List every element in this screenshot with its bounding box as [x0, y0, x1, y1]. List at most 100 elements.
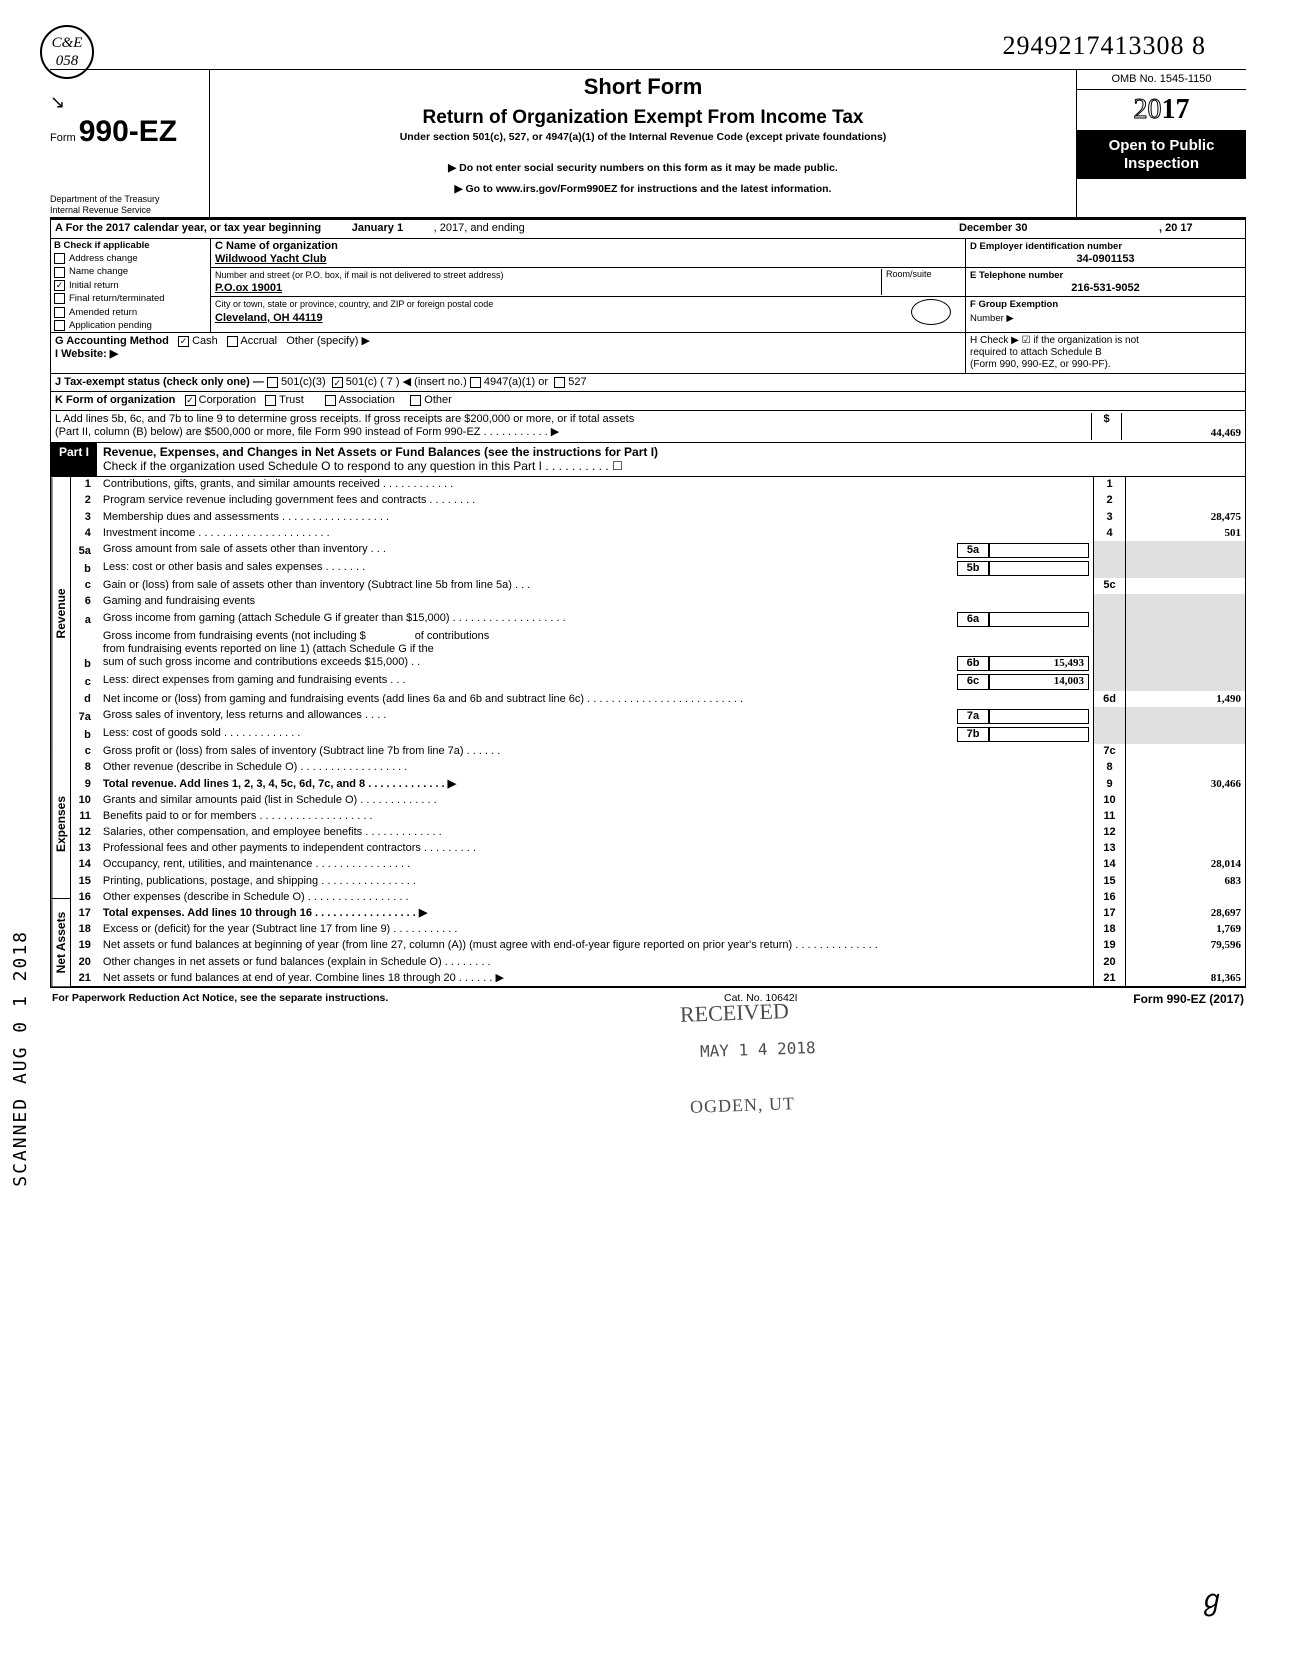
netassets-side-label: Net Assets [51, 899, 70, 987]
gross-receipts-amount: 44,469 [1121, 413, 1241, 440]
501c-checkbox[interactable]: ✓ [332, 377, 343, 388]
row-j-tax-status: J Tax-exempt status (check only one) — 5… [50, 374, 1246, 392]
col-b-label: B Check if applicable [51, 239, 210, 252]
part1-body: Revenue Expenses Net Assets 1Contributio… [50, 477, 1246, 988]
initials-circle [911, 299, 951, 325]
other-label: Other [424, 394, 452, 406]
form-number: 990-EZ [79, 115, 177, 148]
org-name: Wildwood Yacht Club [215, 253, 327, 265]
row-a-label: A For the 2017 calendar year, or tax yea… [55, 222, 321, 234]
stamp-line2: 058 [56, 52, 79, 70]
row-g-h: G Accounting Method ✓ Cash Accrual Other… [50, 333, 1246, 374]
colb-item-label: Application pending [69, 320, 152, 331]
year-end-year: , 20 17 [1159, 222, 1193, 234]
document-locator-number: 2949217413308 8 [1003, 30, 1207, 61]
schedule-b-text2: required to attach Schedule B [970, 347, 1241, 359]
name-label: C Name of organization [215, 240, 338, 252]
part1-check-line: Check if the organization used Schedule … [103, 459, 623, 473]
colb-checkbox[interactable]: ✓ [54, 280, 65, 291]
irs-url: ▶ Go to www.irs.gov/Form990EZ for instru… [220, 183, 1066, 196]
cash-label: Cash [192, 335, 218, 347]
schedule-b-check: H Check ▶ ☑ if the organization is not [970, 335, 1241, 347]
received-stamp: RECEIVED [680, 998, 790, 1028]
year-begin: January 1 [352, 222, 403, 234]
row-a-tax-year: A For the 2017 calendar year, or tax yea… [50, 218, 1246, 238]
schedule-b-text3: (Form 990, 990-EZ, or 990-PF). [970, 359, 1241, 371]
form-subtitle: Under section 501(c), 527, or 4947(a)(1)… [220, 131, 1066, 144]
stamp-line1: C&E [52, 34, 83, 52]
colb-item-label: Amended return [69, 307, 137, 318]
received-stamp-circle: C&E 058 [40, 25, 94, 79]
signature-mark: ℊ [1198, 1584, 1226, 1618]
room-label: Room/suite [881, 269, 961, 295]
501c3-checkbox[interactable] [267, 377, 278, 388]
form-title-long: Return of Organization Exempt From Incom… [220, 107, 1066, 130]
form-prefix: Form [50, 132, 76, 144]
year-end-month: December 30 [959, 222, 1028, 234]
revenue-side-label: Revenue [51, 477, 70, 749]
ein-label: D Employer identification number [970, 241, 1122, 252]
page-footer: For Paperwork Reduction Act Notice, see … [50, 987, 1246, 1010]
other-checkbox[interactable] [410, 395, 421, 406]
expenses-side-label: Expenses [51, 749, 70, 899]
identity-block: B Check if applicable Address change Name… [50, 239, 1246, 334]
form-header: ↘ Form 990-EZ Department of the Treasury… [50, 69, 1246, 218]
received-date-stamp: MAY 1 4 2018 [700, 1038, 816, 1061]
assoc-label: Association [339, 394, 395, 406]
4947-label: 4947(a)(1) or [484, 376, 548, 389]
colb-item-label: Name change [69, 266, 128, 277]
tel-value: 216-531-9052 [1071, 282, 1140, 294]
dept-irs: Internal Revenue Service [50, 205, 203, 216]
form-title-short: Short Form [220, 74, 1066, 100]
footer-right: Form 990-EZ (2017) [1133, 992, 1244, 1006]
cash-checkbox[interactable]: ✓ [178, 336, 189, 347]
omb-number: OMB No. 1545-1150 [1077, 70, 1246, 90]
assoc-checkbox[interactable] [325, 395, 336, 406]
accrual-checkbox[interactable] [227, 336, 238, 347]
dept-treasury: Department of the Treasury [50, 194, 203, 205]
colb-checkbox[interactable] [54, 320, 65, 331]
part1-title: Revenue, Expenses, and Changes in Net As… [103, 445, 658, 459]
colb-checkbox[interactable] [54, 253, 65, 264]
colb-item-label: Final return/terminated [69, 293, 165, 304]
row-a-mid: , 2017, and ending [434, 222, 525, 234]
accrual-label: Accrual [240, 335, 277, 347]
tel-label: E Telephone number [970, 270, 1063, 281]
ssn-warning: ▶ Do not enter social security numbers o… [220, 162, 1066, 175]
corp-checkbox[interactable]: ✓ [185, 395, 196, 406]
part1-table: 1Contributions, gifts, grants, and simil… [70, 477, 1246, 988]
colb-checkbox[interactable] [54, 267, 65, 278]
part1-badge: Part I [51, 443, 97, 476]
row-l-text2: (Part II, column (B) below) are $500,000… [55, 426, 1091, 439]
corp-label: Corporation [199, 394, 256, 406]
org-address: P.O.ox 19001 [215, 282, 282, 294]
501c-label: 501(c) ( 7 ) ◀ (insert no.) [346, 376, 467, 389]
tax-exempt-label: J Tax-exempt status (check only one) — [55, 376, 264, 389]
scanned-stamp: SCANNED AUG 0 1 2018 [10, 930, 32, 1187]
arrow-icon: ↘ [50, 92, 65, 112]
527-checkbox[interactable] [554, 377, 565, 388]
tax-year: 2017 [1077, 90, 1246, 131]
colb-checkbox[interactable] [54, 293, 65, 304]
row-l-text1: L Add lines 5b, 6c, and 7b to line 9 to … [55, 413, 1091, 426]
colb-item-label: Address change [69, 253, 138, 264]
row-l-gross-receipts: L Add lines 5b, 6c, and 7b to line 9 to … [50, 411, 1246, 443]
4947-checkbox[interactable] [470, 377, 481, 388]
city-label: City or town, state or province, country… [215, 299, 493, 309]
trust-label: Trust [279, 394, 304, 406]
org-form-label: K Form of organization [55, 394, 175, 406]
527-label: 527 [568, 376, 586, 389]
open-to-public: Open to Public Inspection [1077, 131, 1246, 179]
accounting-method-label: G Accounting Method [55, 335, 169, 347]
group-exemption-label: F Group Exemption [970, 299, 1058, 310]
ogden-stamp: OGDEN, UT [690, 1093, 796, 1118]
other-method-label: Other (specify) ▶ [286, 335, 370, 347]
addr-label: Number and street (or P.O. box, if mail … [215, 270, 503, 280]
colb-checkbox[interactable] [54, 307, 65, 318]
501c3-label: 501(c)(3) [281, 376, 326, 389]
ein-value: 34-0901153 [1076, 253, 1134, 265]
website-label: I Website: ▶ [55, 348, 118, 360]
footer-left: For Paperwork Reduction Act Notice, see … [52, 992, 388, 1006]
row-k-org-form: K Form of organization ✓ Corporation Tru… [50, 392, 1246, 410]
trust-checkbox[interactable] [265, 395, 276, 406]
